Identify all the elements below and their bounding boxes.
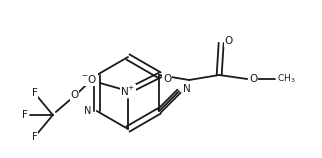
Text: N: N (183, 84, 191, 94)
Text: F: F (32, 88, 38, 98)
Text: F: F (22, 110, 28, 120)
Text: N: N (84, 106, 92, 116)
Text: O: O (249, 74, 257, 84)
Text: CH$_3$: CH$_3$ (277, 73, 296, 85)
Text: O: O (163, 74, 171, 84)
Text: N$^{+}$: N$^{+}$ (120, 84, 136, 97)
Text: F: F (32, 132, 38, 142)
Text: O: O (224, 36, 232, 46)
Text: $^{-}$O: $^{-}$O (81, 73, 97, 85)
Text: O: O (71, 90, 79, 100)
